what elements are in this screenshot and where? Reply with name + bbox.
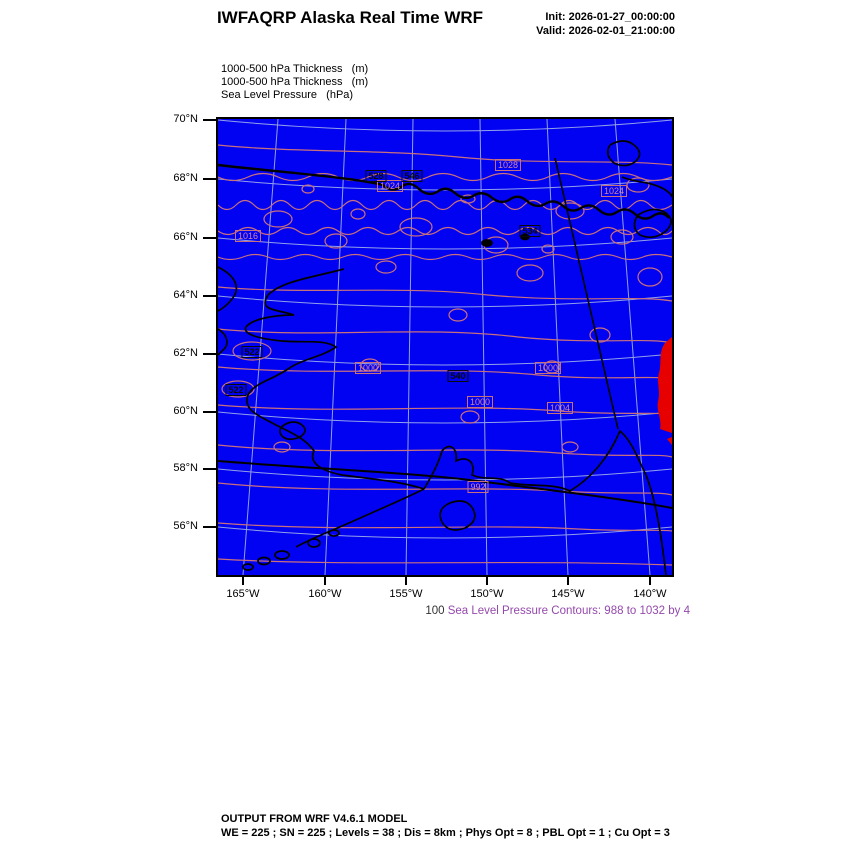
- field-legend: 1000-500 hPa Thickness (m) 1000-500 hPa T…: [221, 63, 368, 102]
- model-info-line-1: OUTPUT FROM WRF V4.6.1 MODEL: [221, 813, 408, 825]
- model-info-line-2: WE = 225 ; SN = 225 ; Levels = 38 ; Dis …: [221, 826, 670, 839]
- x-axis-tick: [242, 577, 244, 585]
- run-timestamps: Init: 2026-01-27_00:00:00 Valid: 2026-02…: [536, 11, 675, 38]
- y-axis-label: 60°N: [173, 405, 198, 417]
- annotation-prefix: 100: [425, 605, 445, 617]
- coastlines: [218, 140, 672, 575]
- pressure-contours: [218, 144, 672, 566]
- x-axis-label: 160°W: [308, 588, 342, 600]
- x-axis-tick: [405, 577, 407, 585]
- y-axis-label: 64°N: [173, 289, 198, 301]
- x-axis-label: 155°W: [389, 588, 423, 600]
- y-axis-tick: [203, 526, 216, 528]
- canada-border-line: [554, 157, 619, 430]
- thickness-contours-black: [218, 163, 672, 509]
- y-axis-tick: [203, 468, 216, 470]
- red-fill-region: [657, 337, 672, 445]
- legend-line-thickness-1: 1000-500 hPa Thickness (m): [221, 63, 369, 75]
- x-axis-label: 165°W: [226, 588, 260, 600]
- valid-timestamp: Valid: 2026-02-01_21:00:00: [536, 24, 675, 37]
- model-info: OUTPUT FROM WRF V4.6.1 MODEL WE = 225 ; S…: [221, 813, 670, 840]
- x-axis-label: 140°W: [633, 588, 667, 600]
- x-axis-label: 145°W: [551, 588, 585, 600]
- y-axis-label: 62°N: [173, 347, 198, 359]
- alaska-weather-map: [218, 119, 672, 575]
- y-axis-tick: [203, 295, 216, 297]
- y-axis-tick: [203, 411, 216, 413]
- y-axis-label: 66°N: [173, 231, 198, 243]
- legend-line-slp: Sea Level Pressure (hPa): [221, 89, 354, 101]
- contour-annotation: 100 Sea Level Pressure Contours: 988 to …: [425, 605, 690, 617]
- graticule-lines: [218, 119, 672, 575]
- y-axis-label: 56°N: [173, 520, 198, 532]
- x-axis-tick: [486, 577, 488, 585]
- y-axis-label: 68°N: [173, 172, 198, 184]
- map-frame: [216, 117, 674, 577]
- y-axis-tick: [203, 178, 216, 180]
- annotation-text: Sea Level Pressure Contours: 988 to 1032…: [447, 605, 690, 617]
- y-axis-tick: [203, 353, 216, 355]
- y-axis-label: 70°N: [173, 113, 198, 125]
- y-axis-tick: [203, 119, 216, 121]
- x-axis-tick: [324, 577, 326, 585]
- init-timestamp: Init: 2026-01-27_00:00:00: [545, 11, 675, 23]
- legend-line-thickness-2: 1000-500 hPa Thickness (m): [221, 76, 369, 88]
- page-title: IWFAQRP Alaska Real Time WRF: [216, 8, 484, 27]
- x-axis-label: 150°W: [470, 588, 504, 600]
- x-axis-tick: [649, 577, 651, 585]
- y-axis-label: 58°N: [173, 462, 198, 474]
- x-axis-tick: [567, 577, 569, 585]
- y-axis-tick: [203, 237, 216, 239]
